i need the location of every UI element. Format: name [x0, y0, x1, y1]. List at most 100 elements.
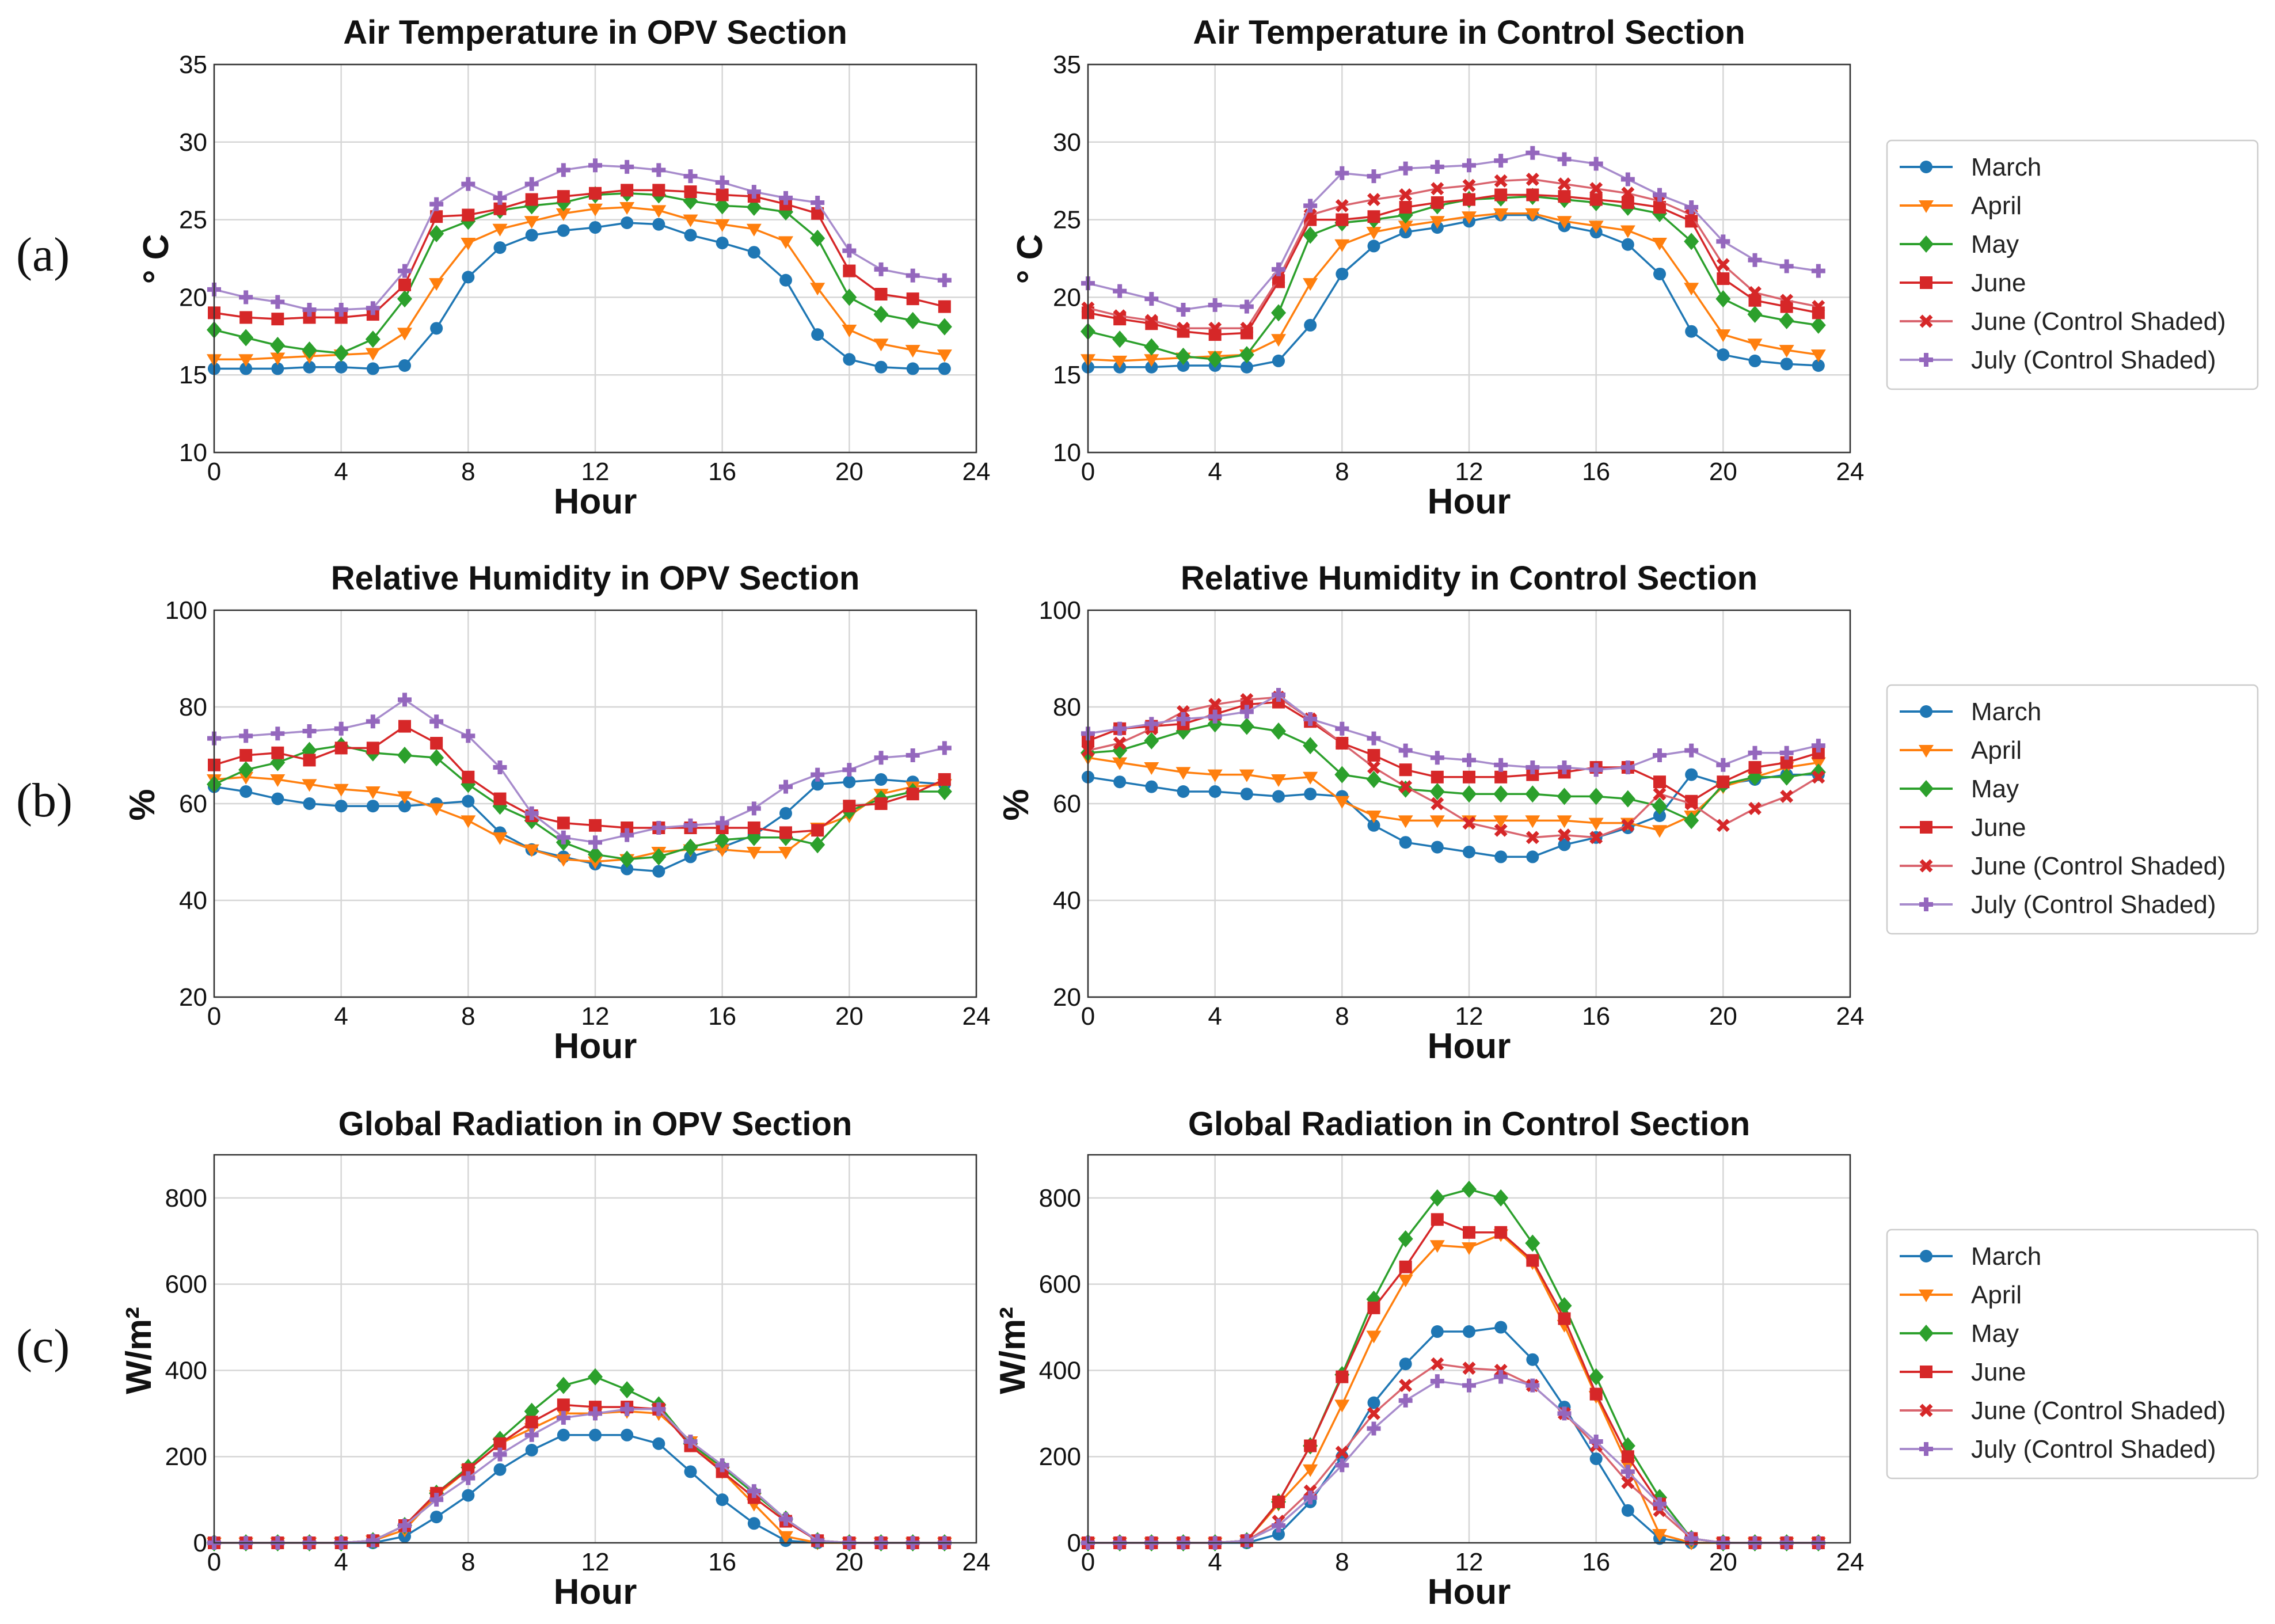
title-air-temp-control: Air Temperature in Control Section: [1193, 14, 1745, 51]
marker-may-16: [1588, 1368, 1604, 1386]
marker-march-6: [398, 800, 411, 813]
marker-june-3: [303, 754, 316, 767]
series-march: [208, 216, 951, 375]
legend-item-march: March: [1900, 153, 2041, 181]
marker-may-1: [238, 761, 254, 779]
marker-june-control-shaded-2: [1144, 314, 1158, 328]
marker-july-control-shaded-22: [1779, 259, 1794, 273]
marker-june-2: [271, 746, 284, 759]
marker-july-control-shaded-7: [1303, 199, 1318, 213]
marker-july-control-shaded-9: [1367, 1421, 1381, 1436]
marker-july-control-shaded-1: [1113, 721, 1127, 736]
marker-may-21: [1747, 306, 1763, 324]
marker-march-7: [1304, 318, 1317, 332]
marker-july-control-shaded-2: [271, 727, 285, 741]
x-tick-label: 24: [963, 458, 991, 486]
marker-june-14: [652, 184, 665, 197]
legend-item-june: June: [1900, 269, 2026, 297]
x-tick-label: 4: [1208, 458, 1222, 486]
marker-may-16: [1588, 788, 1604, 805]
marker-june-control-shaded-9: [1367, 760, 1380, 774]
marker-march-2: [1145, 360, 1158, 374]
marker-july-control-shaded-5: [366, 1534, 380, 1548]
marker-may-10: [524, 1402, 539, 1420]
marker-march-18: [779, 807, 792, 820]
marker-june-control-shaded-6: [1272, 272, 1285, 286]
marker-april-14: [1525, 208, 1540, 221]
marker-april-11: [1429, 815, 1445, 828]
marker-july-control-shaded-17: [1620, 760, 1635, 774]
marker-legend-june-3: [1920, 276, 1932, 289]
marker-may-13: [619, 850, 635, 868]
x-tick-label: 20: [835, 458, 863, 486]
marker-july-control-shaded-8: [1335, 721, 1349, 736]
marker-may-6: [397, 290, 412, 308]
marker-april-23: [937, 349, 952, 363]
marker-june-1: [239, 311, 253, 324]
marker-june-21: [1748, 761, 1762, 774]
marker-april-12: [1462, 211, 1477, 225]
marker-july-control-shaded-6: [398, 693, 412, 707]
marker-march-8: [1336, 267, 1349, 280]
marker-july-control-shaded-3: [302, 302, 317, 317]
marker-june-control-shaded-14: [1525, 173, 1539, 186]
marker-legend-june-control-shaded-4: [1919, 859, 1933, 873]
marker-march-7: [1304, 788, 1317, 801]
series-june-control-shaded: [1081, 173, 1825, 335]
y-tick-label: 0: [1067, 1529, 1081, 1557]
marker-july-control-shaded-6: [1272, 688, 1285, 702]
marker-july-control-shaded-21: [874, 751, 888, 765]
marker-may-15: [683, 838, 698, 856]
marker-june-8: [462, 1463, 475, 1476]
series-july-control-shaded: [1081, 146, 1825, 317]
marker-july-control-shaded-11: [556, 1410, 570, 1425]
ylabel-air-temp-opv: ° C: [136, 234, 176, 284]
marker-june-14: [1526, 768, 1539, 781]
marker-march-1: [1113, 775, 1127, 789]
marker-april-18: [778, 1531, 793, 1544]
marker-march-17: [1621, 1504, 1634, 1517]
panel-air-temp-opv: 0 4 8 12 16 20 24 10 15 20 25 30 35: [179, 51, 990, 486]
x-tick-label: 4: [1208, 1548, 1222, 1576]
legend-label: April: [1971, 736, 2022, 765]
xlabel-air-temp-opv: Hour: [554, 482, 637, 522]
marker-april-2: [270, 774, 286, 787]
marker-legend-july-control-shaded-5: [1919, 353, 1933, 367]
marker-june-23: [1812, 746, 1825, 759]
marker-april-1: [1112, 757, 1128, 770]
marker-april-3: [1175, 767, 1191, 780]
legend-label: June: [1971, 813, 2026, 842]
marker-july-control-shaded-10: [524, 806, 539, 820]
marker-june-control-shaded-8: [1335, 199, 1349, 212]
marker-july-control-shaded-18: [1653, 1497, 1667, 1511]
marker-april-2: [270, 352, 286, 366]
row-label-b: (b): [16, 774, 73, 827]
x-tick-label: 20: [1709, 1548, 1737, 1576]
marker-may-3: [1175, 347, 1191, 365]
marker-march-3: [1177, 785, 1190, 798]
marker-april-18: [1652, 238, 1667, 251]
marker-march-17: [747, 246, 760, 259]
marker-june-22: [1780, 756, 1793, 769]
marker-june-18: [779, 826, 792, 839]
marker-june-control-shaded-15: [1558, 828, 1571, 842]
x-tick-label: 16: [708, 1548, 736, 1576]
marker-april-16: [1588, 817, 1604, 831]
marker-june-13: [621, 821, 634, 834]
marker-april-11: [1429, 216, 1445, 229]
x-tick-label: 0: [1081, 1548, 1095, 1576]
marker-march-19: [811, 778, 824, 791]
marker-july-control-shaded-4: [1208, 709, 1222, 724]
x-tick-label: 8: [461, 1548, 475, 1576]
x-tick-label: 8: [1335, 458, 1349, 486]
marker-june-control-shaded-11: [1431, 1357, 1444, 1371]
marker-june-control-shaded-9: [1367, 193, 1380, 207]
marker-june-20: [1717, 272, 1730, 286]
legend-label: March: [1971, 153, 2041, 181]
marker-march-14: [652, 865, 665, 878]
marker-july-control-shaded-19: [811, 1534, 825, 1548]
marker-may-16: [714, 831, 730, 849]
marker-march-17: [747, 1517, 760, 1530]
marker-july-control-shaded-11: [1430, 751, 1444, 765]
marker-april-8: [461, 815, 476, 828]
